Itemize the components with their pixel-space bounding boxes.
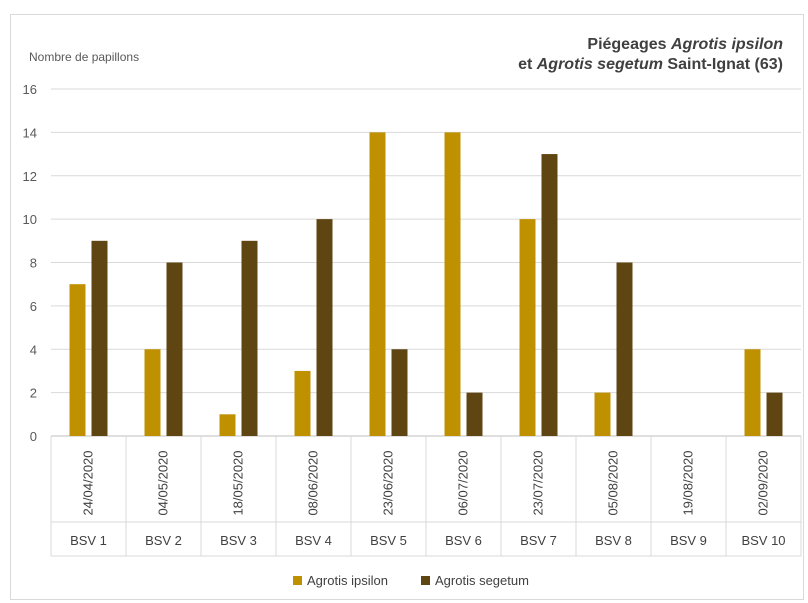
legend-swatch bbox=[293, 576, 302, 585]
axes: 0 2 4 6 8 10 12 14 16 24/04/2020 BSV 1 04/05/2020 BS… bbox=[23, 82, 802, 557]
x-category-label: 23/06/2020 bbox=[381, 450, 396, 515]
x-group-label: BSV 3 bbox=[220, 533, 257, 548]
x-category-label: 08/06/2020 bbox=[306, 450, 321, 515]
x-category-label: 05/08/2020 bbox=[606, 450, 621, 515]
x-category-label: 18/05/2020 bbox=[231, 450, 246, 515]
x-group-label: BSV 8 bbox=[595, 533, 632, 548]
x-category-label: 04/05/2020 bbox=[156, 450, 171, 515]
bar-ipsilon bbox=[144, 349, 161, 436]
y-tick-label: 14 bbox=[23, 125, 37, 140]
bar-segetum bbox=[316, 219, 333, 436]
y-axis-label: Nombre de papillons bbox=[29, 50, 139, 64]
legend: Agrotis ipsilon Agrotis segetum bbox=[293, 573, 529, 588]
bar-ipsilon bbox=[69, 284, 86, 436]
x-group-label: BSV 10 bbox=[741, 533, 785, 548]
bar-ipsilon bbox=[519, 219, 536, 436]
gridlines bbox=[51, 88, 801, 437]
x-group-label: BSV 9 bbox=[670, 533, 707, 548]
bar-segetum bbox=[166, 262, 183, 436]
bar-segetum bbox=[241, 240, 258, 436]
chart-title-line-1: Piégeages Agrotis ipsilon bbox=[587, 36, 783, 53]
bar-ipsilon bbox=[294, 370, 311, 436]
title-segment: Agrotis ipsilon bbox=[670, 36, 783, 53]
bar-ipsilon bbox=[219, 414, 236, 436]
x-group-label: BSV 1 bbox=[70, 533, 107, 548]
bar-ipsilon bbox=[444, 132, 461, 436]
bar-segetum bbox=[541, 154, 558, 436]
bar-ipsilon bbox=[744, 349, 761, 436]
bar-segetum bbox=[391, 349, 408, 436]
x-category-label: 24/04/2020 bbox=[81, 450, 96, 515]
legend-swatch bbox=[421, 576, 430, 585]
title-segment: Saint-Ignat (63) bbox=[663, 56, 783, 73]
title-segment: Piégeages bbox=[587, 36, 671, 53]
y-tick-label: 12 bbox=[23, 169, 37, 184]
x-group-label: BSV 6 bbox=[445, 533, 482, 548]
x-group-label: BSV 5 bbox=[370, 533, 407, 548]
x-group-label: BSV 7 bbox=[520, 533, 557, 548]
y-tick-label: 10 bbox=[23, 212, 37, 227]
chart-title-line-2: et Agrotis segetum Saint-Ignat (63) bbox=[518, 56, 783, 73]
y-tick-label: 4 bbox=[30, 342, 37, 357]
bar-segetum bbox=[466, 392, 483, 436]
x-category-label: 23/07/2020 bbox=[531, 450, 546, 515]
x-group-label: BSV 4 bbox=[295, 533, 332, 548]
x-category-label: 19/08/2020 bbox=[681, 450, 696, 515]
y-tick-label: 8 bbox=[30, 256, 37, 271]
y-tick-label: 2 bbox=[30, 386, 37, 401]
title-segment: et bbox=[518, 56, 537, 73]
bar-segetum bbox=[766, 392, 783, 436]
x-category-label: 02/09/2020 bbox=[756, 450, 771, 515]
bar-chart: 0 2 4 6 8 10 12 14 16 24/04/2020 BSV 1 04/05/2020 BS… bbox=[23, 36, 802, 588]
legend-label: Agrotis ipsilon bbox=[307, 573, 388, 588]
y-tick-label: 0 bbox=[30, 429, 37, 444]
y-tick-label: 16 bbox=[23, 82, 37, 97]
legend-label: Agrotis segetum bbox=[435, 573, 529, 588]
bar-ipsilon bbox=[594, 392, 611, 436]
x-category-label: 06/07/2020 bbox=[456, 450, 471, 515]
bars bbox=[69, 132, 783, 436]
chart-container: 0 2 4 6 8 10 12 14 16 24/04/2020 BSV 1 04/05/2020 BS… bbox=[10, 14, 804, 600]
title-segment: Agrotis segetum bbox=[536, 56, 663, 73]
y-tick-label: 6 bbox=[30, 299, 37, 314]
bar-segetum bbox=[91, 240, 108, 436]
bar-ipsilon bbox=[369, 132, 386, 436]
bar-segetum bbox=[616, 262, 633, 436]
x-group-label: BSV 2 bbox=[145, 533, 182, 548]
